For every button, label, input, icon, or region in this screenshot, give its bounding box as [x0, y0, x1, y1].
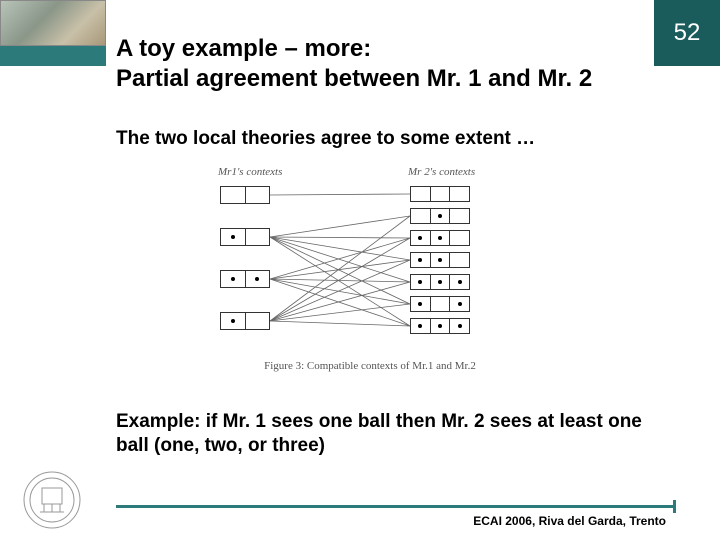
context-diagram: Mr1's contexts Mr 2's contexts Figure 3:… [200, 166, 540, 381]
box-cell [411, 297, 431, 311]
ball-dot [255, 277, 259, 281]
box-cell [431, 231, 451, 245]
ball-dot [438, 280, 442, 284]
ball-dot [458, 324, 462, 328]
header-accent-bar [0, 46, 106, 66]
box-cell [450, 187, 469, 201]
ball-dot [231, 277, 235, 281]
box-cell [450, 209, 469, 223]
ball-dot [418, 258, 422, 262]
box-cell [411, 275, 431, 289]
right-context-box [410, 208, 470, 224]
box-cell [431, 187, 451, 201]
ball-dot [458, 302, 462, 306]
box-cell [411, 209, 431, 223]
box-cell [411, 253, 431, 267]
title-line-2: Partial agreement between Mr. 1 and Mr. … [116, 65, 592, 92]
left-context-box [220, 270, 270, 288]
right-context-box [410, 318, 470, 334]
box-cell [246, 187, 270, 203]
box-cell [411, 319, 431, 333]
box-cell [450, 297, 469, 311]
ball-dot [231, 319, 235, 323]
footer-text: ECAI 2006, Riva del Garda, Trento [473, 514, 666, 528]
box-cell [221, 187, 246, 203]
diagram-label-right: Mr 2's contexts [408, 166, 475, 178]
diagram-caption: Figure 3: Compatible contexts of Mr.1 an… [200, 360, 540, 372]
ball-dot [438, 214, 442, 218]
ball-dot [438, 258, 442, 262]
ball-dot [418, 280, 422, 284]
page-number: 52 [654, 0, 720, 66]
box-cell [221, 313, 246, 329]
right-context-box [410, 230, 470, 246]
ball-dot [438, 236, 442, 240]
footer-rule-cap [673, 500, 676, 513]
ball-dot [418, 324, 422, 328]
left-context-box [220, 186, 270, 204]
ball-dot [418, 302, 422, 306]
ball-dot [458, 280, 462, 284]
title-line-1: A toy example – more: [116, 35, 371, 62]
box-cell [221, 229, 246, 245]
box-cell [431, 275, 451, 289]
box-cell [431, 253, 451, 267]
box-cell [246, 229, 270, 245]
header-artwork [0, 0, 106, 46]
example-text: Example: if Mr. 1 sees one ball then Mr.… [116, 410, 676, 459]
right-context-box [410, 274, 470, 290]
box-cell [431, 209, 451, 223]
box-cell [450, 253, 469, 267]
ball-dot [418, 236, 422, 240]
right-context-box [410, 296, 470, 312]
institution-logo [22, 470, 82, 530]
box-cell [411, 231, 431, 245]
box-cell [450, 275, 469, 289]
box-cell [450, 231, 469, 245]
box-cell [411, 187, 431, 201]
box-cell [431, 297, 451, 311]
footer-rule [116, 505, 676, 508]
left-context-box [220, 312, 270, 330]
box-cell [431, 319, 451, 333]
subtitle-text: The two local theories agree to some ext… [116, 128, 676, 150]
ball-dot [231, 235, 235, 239]
ball-dot [438, 324, 442, 328]
box-cell [246, 313, 270, 329]
right-context-box [410, 186, 470, 202]
box-cell [221, 271, 246, 287]
left-context-box [220, 228, 270, 246]
box-cell [246, 271, 270, 287]
right-context-box [410, 252, 470, 268]
diagram-label-left: Mr1's contexts [218, 166, 282, 178]
box-cell [450, 319, 469, 333]
slide-title: A toy example – more: Partial agreement … [116, 34, 636, 94]
